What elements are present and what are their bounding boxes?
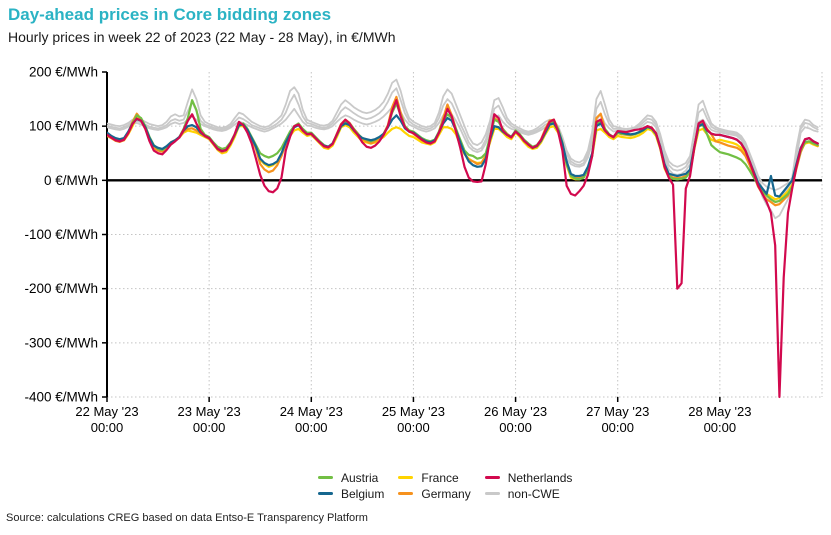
y-axis-tick-label: -400 €/MWh xyxy=(24,390,98,405)
legend-label-belgium: Belgium xyxy=(341,486,385,501)
legend-label-non-cwe: non-CWE xyxy=(507,486,560,501)
legend-item-non-cwe: non-CWE xyxy=(484,486,573,501)
netherlands-line-swatch xyxy=(484,476,500,479)
series-line-netherlands xyxy=(107,99,819,399)
belgium-line-swatch xyxy=(318,492,333,495)
y-axis-tick-label: 200 €/MWh xyxy=(29,65,98,80)
series-line-non-cwe-mid xyxy=(107,87,819,201)
x-axis-tick-time: 00:00 xyxy=(601,420,634,435)
legend-label-france: France xyxy=(421,470,459,485)
y-axis-tick-label: -200 €/MWh xyxy=(24,281,98,296)
legend-column-3: Netherlands non-CWE xyxy=(484,470,573,501)
germany-line-swatch xyxy=(398,492,414,495)
legend-item-belgium: Belgium xyxy=(318,486,385,501)
price-line-chart: 200 €/MWh 100 €/MWh 0 €/MWh -100 €/MWh -200 … xyxy=(24,65,823,435)
legend-column-1: Austria Belgium xyxy=(318,470,385,501)
legend-label-austria: Austria xyxy=(341,470,379,485)
y-axis-tick-label: -100 €/MWh xyxy=(24,227,98,242)
x-axis-tick-time: 00:00 xyxy=(91,420,124,435)
y-axis-tick-label: 100 €/MWh xyxy=(29,119,98,134)
series-line-non-cwe-upper xyxy=(107,78,819,191)
x-axis-tick-date: 24 May '23 xyxy=(280,404,343,419)
x-axis-tick-time: 00:00 xyxy=(295,420,328,435)
x-axis-tick-date: 27 May '23 xyxy=(586,404,649,419)
legend-label-netherlands: Netherlands xyxy=(507,470,573,485)
x-axis-tick-date: 28 May '23 xyxy=(688,404,751,419)
legend-item-france: France xyxy=(398,470,470,485)
x-axis-tick-date: 26 May '23 xyxy=(484,404,547,419)
series-line-non-cwe-lower xyxy=(107,103,819,220)
legend-item-austria: Austria xyxy=(318,470,384,485)
chart-subtitle: Hourly prices in week 22 of 2023 (22 May… xyxy=(8,29,396,45)
x-axis-tick-time: 00:00 xyxy=(397,420,430,435)
y-axis-tick-label: -300 €/MWh xyxy=(24,335,98,350)
legend-item-netherlands: Netherlands xyxy=(484,470,573,485)
france-line-swatch xyxy=(398,476,414,479)
austria-line-swatch xyxy=(318,476,333,479)
x-axis-tick-date: 23 May '23 xyxy=(178,404,241,419)
chart-legend: Austria Belgium France Germany Netherlan… xyxy=(318,470,573,501)
x-axis-tick-date: 22 May '23 xyxy=(75,404,138,419)
legend-column-2: France Germany xyxy=(398,470,471,501)
x-axis-tick-date: 25 May '23 xyxy=(382,404,445,419)
page-title: Day-ahead prices in Core bidding zones xyxy=(8,5,332,24)
x-axis-tick-time: 00:00 xyxy=(704,420,737,435)
legend-item-germany: Germany xyxy=(398,486,471,501)
x-axis-tick-time: 00:00 xyxy=(193,420,226,435)
x-axis-tick-time: 00:00 xyxy=(499,420,532,435)
legend-label-germany: Germany xyxy=(421,486,471,501)
non-cwe-line-swatch xyxy=(484,492,500,495)
y-axis-tick-label: 0 €/MWh xyxy=(44,173,98,188)
source-note: Source: calculations CREG based on data … xyxy=(6,512,368,524)
